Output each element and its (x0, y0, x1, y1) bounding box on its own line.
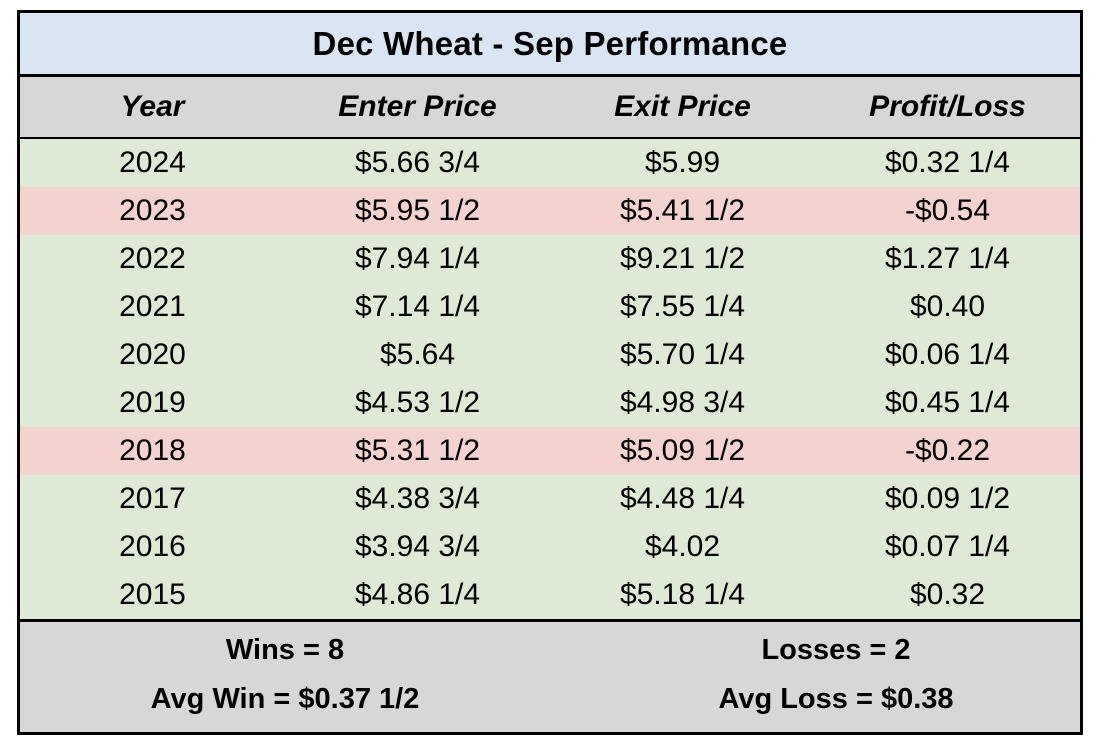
cell-profit-loss: $0.07 1/4 (884, 530, 1011, 563)
cell-profit-loss: $0.32 1/4 (884, 146, 1011, 179)
cell-year: 2023 (119, 194, 186, 227)
cell-profit-loss: -$0.54 (904, 194, 991, 227)
cell-year: 2015 (119, 578, 186, 611)
cell-enter-price: $5.66 3/4 (354, 146, 481, 179)
cell-enter-price: $4.38 3/4 (354, 482, 481, 515)
table-row: 2020 $5.64 $5.70 1/4 $0.06 1/4 (20, 331, 1080, 379)
cell-exit-price: $4.02 (644, 530, 721, 563)
cell-enter-price: $4.53 1/2 (354, 386, 481, 419)
cell-year: 2017 (119, 482, 186, 515)
cell-exit-price: $9.21 1/2 (619, 242, 746, 275)
cell-year: 2018 (119, 434, 186, 467)
table-row: 2015 $4.86 1/4 $5.18 1/4 $0.32 (20, 571, 1080, 619)
table-row: 2019 $4.53 1/2 $4.98 3/4 $0.45 1/4 (20, 379, 1080, 427)
column-header-exit-price: Exit Price (614, 90, 751, 123)
cell-year: 2022 (119, 242, 186, 275)
cell-profit-loss: $0.40 (909, 290, 986, 323)
column-header-year: Year (120, 90, 185, 123)
cell-profit-loss: $1.27 1/4 (884, 242, 1011, 275)
table-header-row: Year Enter Price Exit Price Profit/Loss (20, 77, 1080, 139)
cell-exit-price: $4.48 1/4 (619, 482, 746, 515)
cell-enter-price: $5.64 (379, 338, 456, 371)
cell-year: 2020 (119, 338, 186, 371)
summary-footer: Wins = 8 Losses = 2 Avg Win = $0.37 1/2 … (20, 619, 1080, 732)
cell-profit-loss: $0.32 (909, 578, 986, 611)
cell-profit-loss: $0.09 1/2 (884, 482, 1011, 515)
cell-year: 2024 (119, 146, 186, 179)
cell-enter-price: $5.31 1/2 (354, 434, 481, 467)
avg-loss-summary: Avg Loss = $0.38 (718, 683, 954, 715)
wins-summary: Wins = 8 (225, 634, 345, 666)
cell-exit-price: $5.09 1/2 (619, 434, 746, 467)
cell-enter-price: $7.94 1/4 (354, 242, 481, 275)
cell-year: 2016 (119, 530, 186, 563)
cell-exit-price: $7.55 1/4 (619, 290, 746, 323)
avg-win-summary: Avg Win = $0.37 1/2 (150, 683, 420, 715)
cell-exit-price: $5.41 1/2 (619, 194, 746, 227)
cell-year: 2019 (119, 386, 186, 419)
cell-enter-price: $3.94 3/4 (354, 530, 481, 563)
cell-profit-loss: $0.06 1/4 (884, 338, 1011, 371)
cell-profit-loss: $0.45 1/4 (884, 386, 1011, 419)
table-row: 2024 $5.66 3/4 $5.99 $0.32 1/4 (20, 139, 1080, 187)
table-row: 2018 $5.31 1/2 $5.09 1/2 -$0.22 (20, 427, 1080, 475)
table-title: Dec Wheat - Sep Performance (20, 13, 1080, 77)
table-row: 2021 $7.14 1/4 $7.55 1/4 $0.40 (20, 283, 1080, 331)
cell-profit-loss: -$0.22 (904, 434, 991, 467)
table-row: 2017 $4.38 3/4 $4.48 1/4 $0.09 1/2 (20, 475, 1080, 523)
column-header-enter-price: Enter Price (338, 90, 497, 123)
table-row: 2022 $7.94 1/4 $9.21 1/2 $1.27 1/4 (20, 235, 1080, 283)
cell-exit-price: $4.98 3/4 (619, 386, 746, 419)
performance-table: Dec Wheat - Sep Performance Year Enter P… (17, 10, 1083, 735)
cell-exit-price: $5.18 1/4 (619, 578, 746, 611)
cell-exit-price: $5.70 1/4 (619, 338, 746, 371)
column-header-profit-loss: Profit/Loss (869, 90, 1026, 123)
losses-summary: Losses = 2 (761, 634, 911, 666)
cell-enter-price: $7.14 1/4 (354, 290, 481, 323)
cell-enter-price: $5.95 1/2 (354, 194, 481, 227)
cell-enter-price: $4.86 1/4 (354, 578, 481, 611)
cell-year: 2021 (119, 290, 186, 323)
table-row: 2016 $3.94 3/4 $4.02 $0.07 1/4 (20, 523, 1080, 571)
cell-exit-price: $5.99 (644, 146, 721, 179)
table-row: 2023 $5.95 1/2 $5.41 1/2 -$0.54 (20, 187, 1080, 235)
table-body: 2024 $5.66 3/4 $5.99 $0.32 1/4 2023 $5.9… (20, 139, 1080, 619)
